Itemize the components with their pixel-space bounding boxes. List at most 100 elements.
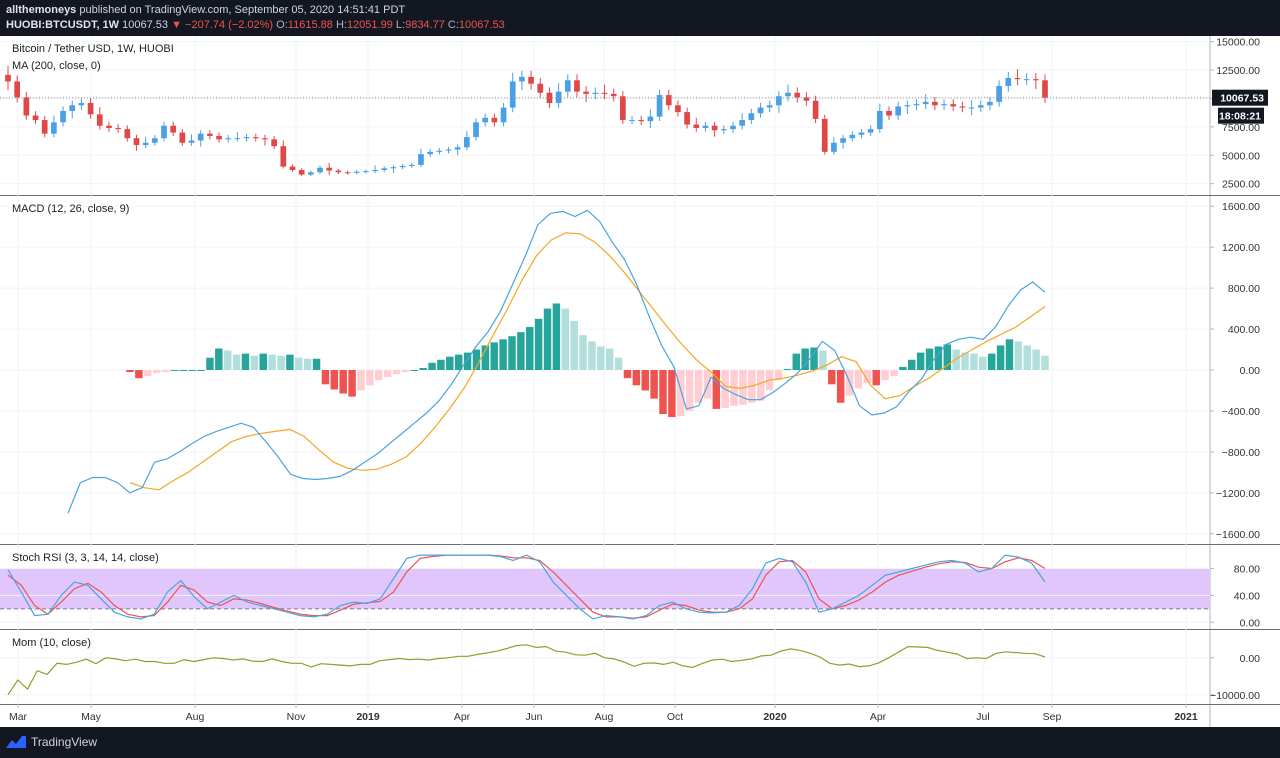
macd-hist-bar bbox=[677, 370, 685, 417]
high-label: H: bbox=[335, 19, 347, 31]
candle-body bbox=[188, 140, 195, 143]
x-tick-label: 2021 bbox=[1174, 711, 1198, 723]
candle-body bbox=[629, 120, 635, 122]
candle-body bbox=[987, 101, 993, 106]
macd-histogram bbox=[126, 303, 1049, 418]
candle-body bbox=[225, 138, 232, 140]
macd-hist-bar bbox=[197, 370, 205, 371]
macd-hist-bar bbox=[472, 349, 481, 370]
macd-hist-bar bbox=[144, 370, 152, 377]
macd-hist-bar bbox=[756, 370, 765, 401]
countdown-box bbox=[1218, 107, 1264, 124]
candle-body bbox=[482, 117, 489, 123]
macd-hist-bar bbox=[223, 350, 232, 370]
footer: TradingView bbox=[0, 727, 1280, 758]
macd-hist-bar bbox=[366, 370, 374, 386]
stoch-d-line bbox=[7, 554, 1046, 619]
candle-body bbox=[711, 125, 718, 131]
macd-hist-bar bbox=[321, 370, 330, 385]
macd-hist-bar bbox=[801, 348, 809, 370]
candle-body bbox=[922, 101, 929, 105]
macd-signal-line bbox=[129, 232, 1046, 491]
candle-body bbox=[51, 122, 57, 134]
y-tick-label: 7500.00 bbox=[1222, 122, 1260, 134]
macd-hist-bar bbox=[508, 336, 516, 370]
macd-hist-bar bbox=[259, 353, 267, 370]
macd-hist-bar bbox=[268, 354, 276, 370]
y-tick-label: 15000.00 bbox=[1216, 37, 1260, 49]
candle-body bbox=[161, 125, 167, 139]
macd-hist-bar bbox=[588, 341, 596, 370]
candle-body bbox=[454, 147, 461, 150]
y-tick-label: 2500.00 bbox=[1222, 179, 1260, 191]
x-tick-label: May bbox=[81, 711, 102, 723]
x-tick-label: Oct bbox=[667, 711, 683, 723]
x-tick-label: Apr bbox=[454, 711, 471, 723]
y-tick-label: 800.00 bbox=[1228, 283, 1260, 295]
x-tick-label: Aug bbox=[595, 711, 614, 723]
macd-hist-bar bbox=[996, 345, 1005, 370]
open-label: O: bbox=[276, 19, 288, 31]
macd-hist-bar bbox=[526, 327, 534, 370]
open-value: 11615.88 bbox=[287, 19, 333, 31]
macd-hist-bar bbox=[446, 356, 454, 370]
author-name[interactable]: allthemoneys bbox=[6, 4, 77, 16]
candle-body bbox=[381, 168, 388, 171]
candle-body bbox=[537, 83, 544, 93]
macd-hist-bar bbox=[481, 345, 490, 370]
macd-hist-bar bbox=[312, 358, 321, 370]
macd-hist-bar bbox=[943, 344, 952, 370]
candle-body bbox=[592, 92, 599, 94]
tradingview-icon bbox=[6, 736, 26, 748]
candle-body bbox=[115, 127, 121, 130]
macd-hist-bar bbox=[952, 349, 960, 370]
symbol-label: HUOBI:BTCUSDT, 1W bbox=[6, 19, 120, 31]
macd-hist-bar bbox=[152, 370, 161, 374]
macd-hist-bar bbox=[126, 370, 134, 373]
macd-hist-bar bbox=[561, 308, 570, 370]
macd-hist-bar bbox=[987, 353, 996, 370]
macd-hist-bar bbox=[659, 370, 667, 415]
candle-body bbox=[216, 135, 222, 140]
macd-hist-bar bbox=[383, 370, 392, 378]
pane-title: Bitcoin / Tether USD, 1W, HUOBI bbox=[12, 43, 174, 55]
macd-hist-bar bbox=[463, 352, 472, 370]
x-tick-label: Jun bbox=[526, 711, 543, 723]
chart-area[interactable]: 15000.0012500.0010000.007500.005000.0025… bbox=[0, 36, 1280, 727]
candle-body bbox=[574, 80, 580, 92]
stoch-k-line bbox=[7, 554, 1046, 620]
momentum-line bbox=[7, 644, 1046, 696]
countdown-label: 18:08:21 bbox=[1219, 111, 1261, 123]
macd-hist-bar bbox=[517, 332, 525, 370]
candle-body bbox=[950, 104, 957, 107]
macd-hist-bar bbox=[792, 353, 800, 370]
brand-text: TradingView bbox=[31, 735, 98, 749]
macd-hist-bar bbox=[712, 370, 721, 409]
candle-body bbox=[620, 96, 626, 121]
candle-body bbox=[179, 132, 186, 143]
chart-canvas[interactable]: 15000.0012500.0010000.007500.005000.0025… bbox=[0, 36, 1280, 727]
candle-body bbox=[363, 171, 369, 173]
candle-body bbox=[831, 142, 837, 152]
y-tick-label: −800.00 bbox=[1222, 447, 1260, 459]
macd-hist-bar bbox=[899, 366, 907, 370]
macd-hist-bar bbox=[161, 370, 170, 373]
tradingview-logo[interactable]: TradingView bbox=[6, 735, 97, 749]
candle-body bbox=[207, 133, 213, 136]
candle-body bbox=[849, 134, 856, 139]
y-tick-label: 400.00 bbox=[1228, 324, 1260, 336]
candle-body bbox=[252, 137, 259, 139]
x-tick-label: Aug bbox=[186, 711, 205, 723]
macd-hist-bar bbox=[250, 355, 259, 370]
candle-body bbox=[794, 92, 801, 98]
candle-body bbox=[702, 125, 709, 128]
y-tick-label: 0.00 bbox=[1240, 617, 1261, 629]
candle-body bbox=[60, 110, 66, 123]
x-tick-label: 2020 bbox=[763, 711, 787, 723]
macd-hist-bar bbox=[694, 370, 703, 403]
macd-hist-bar bbox=[863, 370, 872, 384]
macd-hist-bar bbox=[330, 370, 339, 390]
candle-body bbox=[509, 81, 516, 108]
candle-body bbox=[32, 115, 39, 121]
macd-hist-bar bbox=[597, 346, 605, 370]
